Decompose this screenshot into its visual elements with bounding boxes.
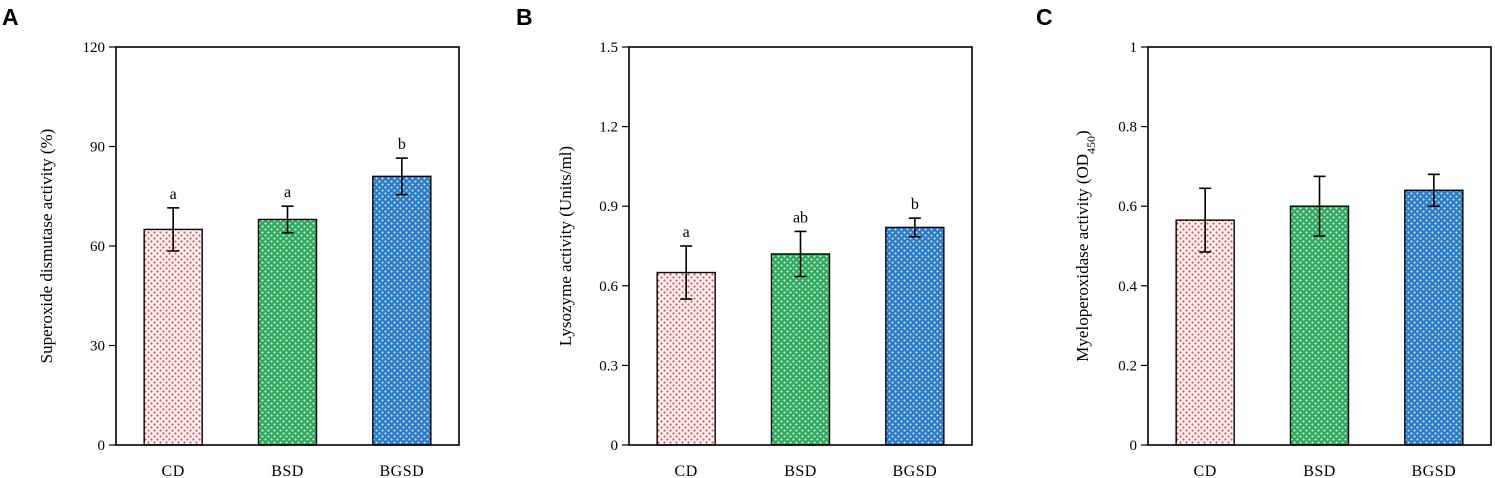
- bar-a-cd: [143, 228, 203, 446]
- y-tick-label-a-4: 120: [83, 40, 106, 56]
- x-tick-label-b-cd: CD: [675, 463, 698, 478]
- bar-b-bsd: [770, 253, 831, 446]
- error-bar-a-bgsd: [395, 157, 408, 196]
- significance-label-b-cd: a: [683, 224, 690, 241]
- y-tick-label-c-5: 1: [1130, 40, 1138, 56]
- y-tick-label-b-0: 0: [611, 438, 619, 454]
- error-bar-c-bgsd: [1427, 173, 1440, 207]
- plot-frame-c: [1147, 46, 1492, 446]
- panel-letter-b: B: [516, 4, 533, 30]
- x-tick-label-b-bsd: BSD: [784, 463, 817, 478]
- panel-letter-c: C: [1036, 4, 1053, 30]
- x-tick-label-a-cd: CD: [162, 463, 185, 478]
- x-tick-label-a-bsd: BSD: [271, 463, 304, 478]
- bar-c-cd: [1175, 219, 1235, 446]
- significance-label-a-bgsd: b: [398, 136, 406, 153]
- x-tick-label-c-bgsd: BGSD: [1411, 463, 1456, 478]
- y-tick-label-b-3: 0.9: [599, 199, 618, 215]
- y-axis-title-c-sub: 450: [1084, 136, 1098, 154]
- plot-area-c: 0 0.2 0.4 0.6 0.8 1 CD BSD BGSD: [1118, 40, 1492, 478]
- y-tick-label-a-2: 60: [90, 239, 105, 255]
- y-tick-label-a-1: 30: [90, 339, 105, 355]
- error-bar-a-bsd: [281, 205, 294, 234]
- x-tick-label-c-bsd: BSD: [1303, 463, 1336, 478]
- y-tick-label-c-2: 0.4: [1118, 279, 1137, 295]
- x-tick-label-b-bgsd: BGSD: [892, 463, 937, 478]
- y-tick-label-a-3: 90: [90, 140, 105, 156]
- x-tick-label-a-bgsd: BGSD: [379, 463, 424, 478]
- y-axis-title-b-text: Lysozyme activity (Units/ml): [556, 146, 575, 346]
- plot-frame-b: [628, 46, 973, 446]
- bar-a-bsd: [257, 218, 318, 446]
- y-tick-label-c-1: 0.2: [1118, 358, 1137, 374]
- error-bar-b-bgsd: [908, 217, 921, 238]
- y-axis-title-c-text: Myeloperoxidase activity (OD: [1073, 154, 1092, 362]
- panel-letter-a: A: [2, 4, 19, 30]
- y-tick-label-c-3: 0.6: [1118, 199, 1137, 215]
- plot-area-b: 0 0.3 0.6 0.9 1.2 1.5 a CD ab BSD b BGSD: [599, 40, 973, 478]
- y-tick-label-b-2: 0.6: [599, 279, 618, 295]
- y-axis-title-c: Myeloperoxidase activity (OD450): [1073, 130, 1098, 361]
- bar-b-cd: [656, 271, 716, 446]
- significance-label-a-cd: a: [170, 186, 177, 203]
- significance-label-b-bgsd: b: [911, 196, 919, 213]
- y-axis-title-a: Superoxide dismutase activity (%): [37, 129, 56, 364]
- y-tick-label-a-0: 0: [98, 438, 106, 454]
- y-axis-title-b: Lysozyme activity (Units/ml): [556, 146, 575, 346]
- y-tick-label-b-1: 0.3: [599, 358, 618, 374]
- significance-label-a-bsd: a: [284, 184, 291, 201]
- plot-area-a: 0 30 60 90 120 a CD a BSD b BGSD: [83, 40, 460, 478]
- bar-a-bgsd: [372, 175, 432, 446]
- y-tick-label-b-5: 1.5: [599, 40, 618, 56]
- error-bar-c-cd: [1199, 187, 1212, 253]
- plot-frame-a: [115, 46, 460, 446]
- y-axis-title-c-suffix: ): [1073, 130, 1092, 136]
- error-bar-a-cd: [167, 207, 180, 252]
- bar-b-bgsd: [885, 226, 945, 446]
- panel-b: B 0 0.3 0.6 0.9 1.2 1.5 a CD ab BSD b BGSD Lysozyme…: [516, 4, 973, 478]
- significance-label-b-bsd: ab: [793, 209, 808, 226]
- bar-c-bgsd: [1404, 189, 1464, 446]
- x-tick-label-c-cd: CD: [1194, 463, 1217, 478]
- y-tick-label-c-4: 0.8: [1118, 120, 1137, 136]
- y-axis-title-a-text: Superoxide dismutase activity (%): [37, 129, 56, 364]
- error-bar-c-bsd: [1313, 175, 1326, 237]
- panel-c: C 0 0.2 0.4 0.6 0.8 1 CD BSD BGSD Myeloperoxidas…: [1036, 4, 1492, 478]
- panel-a: A 0 30 60 90 120 a CD a BSD b BGSD Superoxide dism…: [2, 4, 460, 478]
- bar-c-bsd: [1289, 205, 1350, 446]
- y-tick-label-b-4: 1.2: [599, 120, 618, 136]
- error-bar-b-bsd: [794, 230, 807, 278]
- y-tick-label-c-0: 0: [1130, 438, 1138, 454]
- error-bar-b-cd: [680, 245, 693, 300]
